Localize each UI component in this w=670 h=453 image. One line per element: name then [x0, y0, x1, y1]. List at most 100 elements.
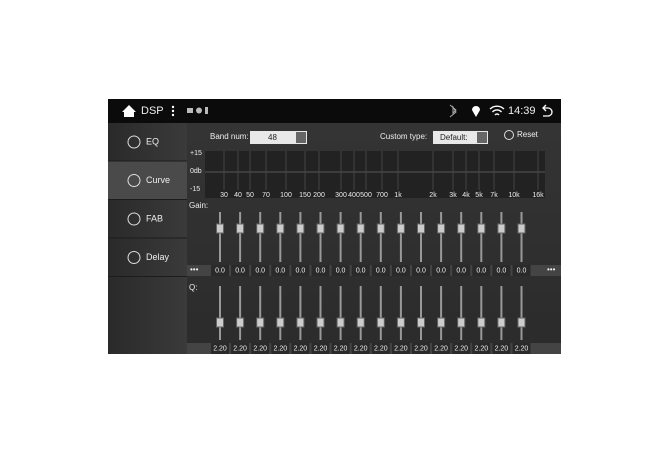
- gain-value: 0.0: [296, 267, 306, 274]
- slider-handle[interactable]: [417, 317, 425, 328]
- clock: 14:39: [508, 105, 536, 117]
- value-box: [211, 343, 229, 354]
- gain-value: 0.0: [275, 267, 285, 274]
- reset-radio[interactable]: [504, 130, 514, 140]
- sidebar-label: FAB: [146, 213, 163, 223]
- slider-handle[interactable]: [457, 223, 466, 234]
- q-value: 2.20: [314, 345, 328, 352]
- dropdown-arrow: [296, 132, 306, 143]
- value-box: [351, 265, 370, 276]
- value-box: [271, 265, 290, 276]
- reset-label[interactable]: Reset: [517, 130, 539, 139]
- slider-handle[interactable]: [216, 317, 224, 328]
- slider-handle[interactable]: [517, 223, 526, 234]
- q-value: 2.20: [495, 345, 509, 352]
- gain-value: 0.0: [215, 267, 225, 274]
- slider-handle[interactable]: [457, 317, 466, 328]
- slider-handle[interactable]: [356, 223, 365, 234]
- sidebar-item[interactable]: [108, 161, 187, 200]
- gain-value: 0.0: [336, 267, 346, 274]
- slider-handle[interactable]: [396, 317, 405, 328]
- gain-value: 0.0: [235, 267, 245, 274]
- q-value: 2.20: [454, 345, 468, 352]
- value-box: [231, 343, 250, 354]
- gain-value: 0.0: [396, 267, 406, 274]
- curve-x-label: 300: [335, 192, 347, 199]
- custom-type-dropdown[interactable]: [433, 131, 488, 144]
- curve-x-label: 50: [246, 192, 254, 199]
- sidebar-icon: [127, 174, 141, 187]
- location-icon: [472, 106, 480, 117]
- q-value: 2.20: [374, 345, 388, 352]
- band-num-dropdown[interactable]: [250, 131, 307, 144]
- slider-handle[interactable]: [316, 317, 325, 328]
- slider-handle[interactable]: [437, 317, 446, 328]
- slider-handle[interactable]: [316, 223, 325, 234]
- slider-handle[interactable]: [216, 223, 224, 234]
- slider-handle[interactable]: [396, 223, 405, 234]
- q-value: 2.20: [273, 345, 287, 352]
- slider-handle[interactable]: [517, 317, 526, 328]
- curve-x-label: 40: [234, 192, 242, 199]
- slider-handle[interactable]: [437, 223, 446, 234]
- value-box: [251, 265, 270, 276]
- slider-handle[interactable]: [477, 223, 486, 234]
- value-box: [311, 343, 330, 354]
- home-icon[interactable]: [122, 105, 136, 117]
- q-value: 2.20: [515, 345, 529, 352]
- curve-x-label: 500: [360, 192, 372, 199]
- sidebar-icon: [127, 212, 141, 226]
- q-value: 2.20: [414, 345, 428, 352]
- value-box: [211, 265, 229, 276]
- slider-handle[interactable]: [296, 223, 305, 234]
- curve-x-label: 7k: [490, 192, 498, 199]
- slider-handle[interactable]: [376, 223, 385, 234]
- slider-handle[interactable]: [256, 223, 265, 234]
- q-value: 2.20: [213, 345, 227, 352]
- status-icons: [187, 107, 208, 114]
- slider-handle[interactable]: [236, 317, 245, 328]
- slider-handle[interactable]: [356, 317, 365, 328]
- curve-y-label: 0db: [190, 168, 202, 175]
- slider-handle[interactable]: [236, 223, 245, 234]
- curve-x-label: 4k: [462, 192, 470, 199]
- value-box: [331, 343, 350, 354]
- value-box: [472, 265, 491, 276]
- curve-x-label: 5k: [475, 192, 483, 199]
- q-value: 2.20: [294, 345, 308, 352]
- gain-label: Gain:: [189, 201, 208, 210]
- band-num-label: Band num:: [210, 132, 249, 141]
- value-box: [291, 265, 310, 276]
- wifi-icon: [489, 105, 505, 116]
- sidebar-icon: [127, 135, 141, 149]
- sidebar-icon: [127, 251, 141, 264]
- curve-x-label: 70: [262, 192, 270, 199]
- more-right[interactable]: •••: [547, 265, 556, 274]
- slider-handle[interactable]: [497, 317, 506, 328]
- gain-value: 0.0: [476, 267, 486, 274]
- sidebar-label: Delay: [146, 252, 170, 262]
- slider-handle[interactable]: [276, 223, 285, 234]
- gain-value: 0.0: [497, 267, 507, 274]
- slider-handle[interactable]: [497, 223, 506, 234]
- back-icon[interactable]: [542, 104, 553, 117]
- slider-handle[interactable]: [256, 317, 265, 328]
- value-box: [251, 343, 270, 354]
- menu-icon[interactable]: [171, 105, 175, 117]
- gain-value: 0.0: [456, 267, 466, 274]
- q-value: 2.20: [233, 345, 247, 352]
- more-left[interactable]: •••: [190, 265, 199, 274]
- slider-handle[interactable]: [477, 317, 486, 328]
- slider-handle[interactable]: [336, 223, 345, 234]
- value-box: [271, 343, 290, 354]
- slider-handle[interactable]: [276, 317, 285, 328]
- slider-handle[interactable]: [376, 317, 385, 328]
- q-value: 2.20: [253, 345, 267, 352]
- value-box: [512, 343, 531, 354]
- slider-handle[interactable]: [417, 223, 425, 234]
- slider-handle[interactable]: [296, 317, 305, 328]
- q-value: 2.20: [334, 345, 348, 352]
- app-title: DSP: [141, 105, 164, 117]
- slider-handle[interactable]: [336, 317, 345, 328]
- curve-x-label: 400: [348, 192, 360, 199]
